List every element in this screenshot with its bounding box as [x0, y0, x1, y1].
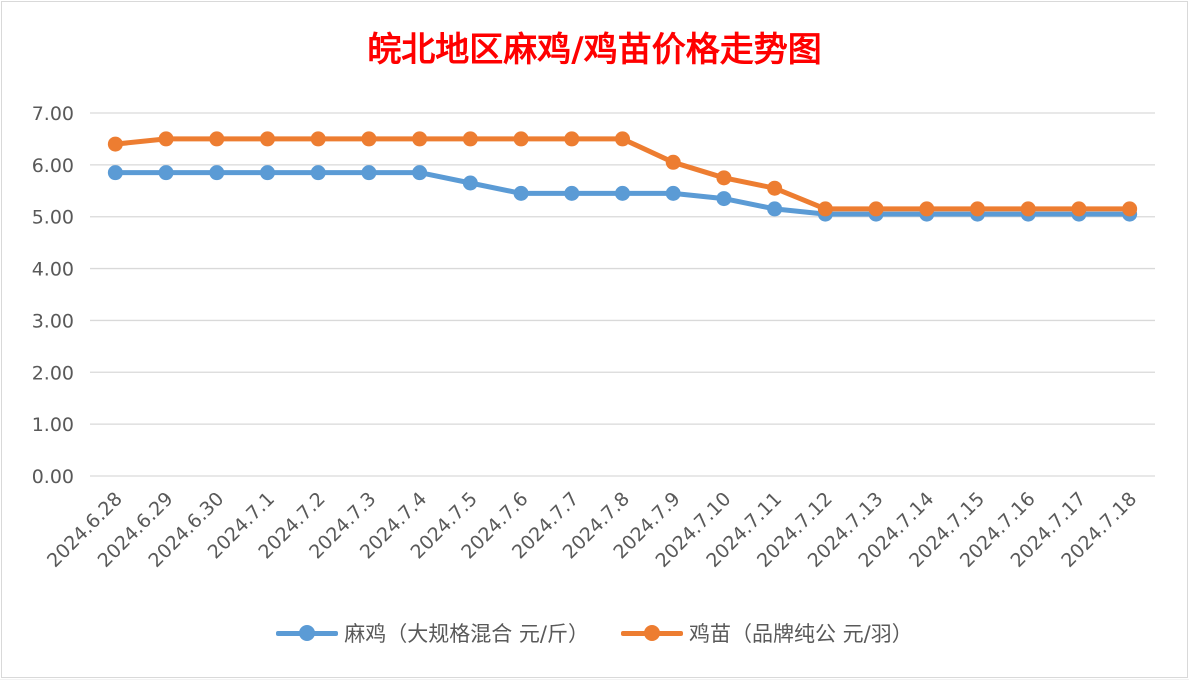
y-tick-label: 3.00	[32, 310, 74, 332]
series-1-point	[767, 201, 783, 217]
series-1-point	[513, 185, 529, 201]
series-1-point	[260, 165, 275, 181]
series-2-point	[107, 136, 123, 152]
series-2-point	[310, 131, 326, 147]
legend-item-series-2: 鸡苗（品牌纯公 元/羽）	[621, 618, 913, 648]
series-2-point	[919, 201, 935, 217]
legend-label-series-2: 鸡苗（品牌纯公 元/羽）	[689, 622, 913, 646]
legend-item-series-1: 麻鸡（大规格混合 元/斤）	[276, 618, 589, 648]
y-tick-label: 5.00	[32, 207, 74, 229]
y-tick-label: 0.00	[32, 466, 74, 488]
series-2-point	[716, 170, 732, 186]
series-2-point	[361, 131, 377, 147]
series-2-point	[868, 201, 884, 217]
y-tick-label: 1.00	[32, 414, 74, 436]
series-1-point	[665, 185, 681, 201]
series-2-point	[1071, 201, 1087, 217]
series-2-point	[209, 131, 225, 147]
series-1-point	[564, 185, 580, 201]
series-2-point	[412, 131, 428, 147]
series-1-point	[462, 175, 478, 191]
y-tick-label: 4.00	[32, 259, 74, 281]
series-2-point	[513, 131, 529, 147]
legend-marker-series-1	[276, 622, 339, 644]
series-2-point	[260, 131, 275, 147]
series-2-point	[665, 154, 681, 170]
series-2-point	[767, 180, 783, 196]
series-2-point	[462, 131, 478, 147]
series-1-point	[615, 185, 630, 201]
series-2-point	[970, 201, 985, 217]
y-tick-label: 6.00	[32, 155, 74, 177]
series-1-point	[107, 165, 123, 181]
y-tick-label: 7.00	[32, 103, 74, 125]
legend-label-series-1: 麻鸡（大规格混合 元/斤）	[344, 622, 589, 646]
series-2-point	[817, 201, 833, 217]
series-2-point	[1122, 201, 1138, 217]
legend-marker-series-2	[621, 622, 683, 644]
series-1-point	[412, 165, 428, 181]
series-1-point	[716, 191, 732, 207]
legend: 麻鸡（大规格混合 元/斤） 鸡苗（品牌纯公 元/羽）	[0, 618, 1189, 648]
series-1-point	[310, 165, 326, 181]
series-1-point	[209, 165, 225, 181]
series-2-point	[158, 131, 174, 147]
chart-title: 皖北地区麻鸡/鸡苗价格走势图	[367, 30, 822, 70]
series-1-point	[361, 165, 377, 181]
series-2-point	[564, 131, 580, 147]
series-2-point	[1020, 201, 1036, 217]
series-1-point	[158, 165, 174, 181]
y-tick-label: 2.00	[32, 362, 74, 384]
series-2-point	[615, 131, 630, 147]
